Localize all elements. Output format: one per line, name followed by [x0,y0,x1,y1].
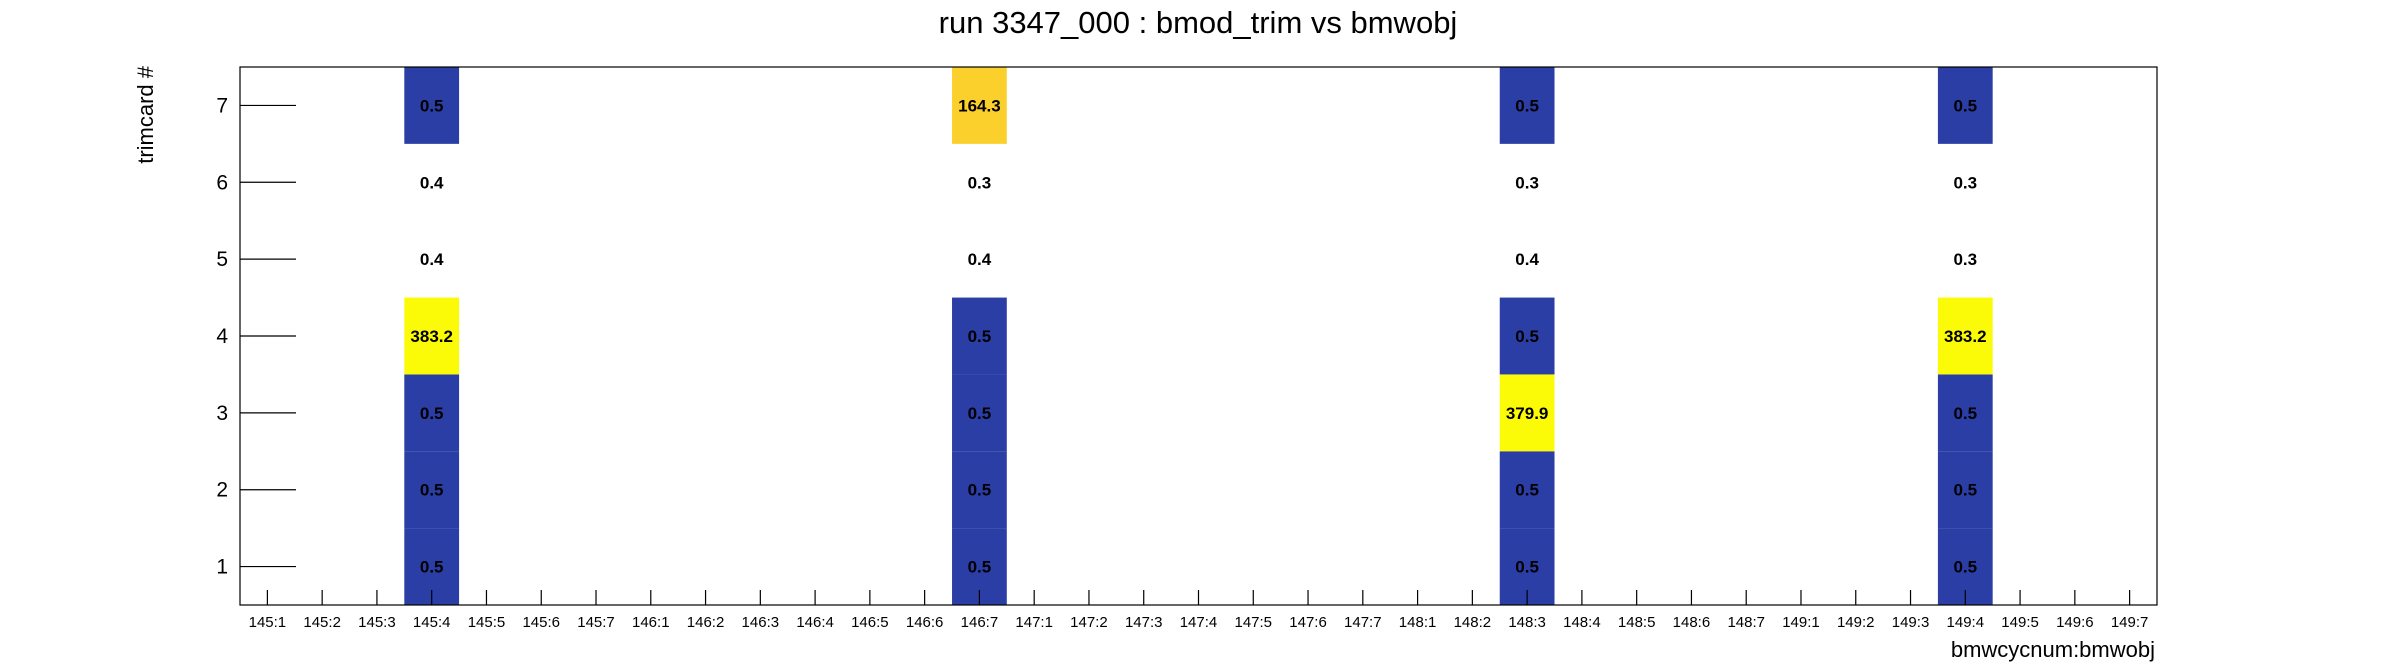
heatmap-cell [404,451,460,529]
cell-value-label: 0.4 [968,250,992,269]
cell-value-label: 0.4 [420,250,444,269]
y-tick-label: 2 [216,479,228,502]
x-tick-label: 147:6 [1289,614,1327,631]
cell-value-label: 0.5 [1515,481,1539,500]
cell-value-label: 0.5 [1515,558,1539,577]
x-tick-label: 146:6 [906,614,944,631]
cell-value-label: 0.5 [968,481,992,500]
x-tick-label: 146:2 [687,614,725,631]
cell-value-label: 0.5 [1953,96,1977,115]
cell-value-label: 0.4 [1515,250,1539,269]
heatmap-cell [1937,451,1993,529]
axes-layer: 1 2 3 4 5 6 7 145:1 145:2 145:3 145:4 145:5 145:6 145… [216,66,2158,631]
cell-value-label: 379.9 [1506,404,1549,423]
x-tick-label: 149:5 [2001,614,2039,631]
heatmap-cell [404,297,460,375]
x-tick-label: 145:7 [577,614,615,631]
cells-layer [404,67,1993,605]
heatmap-cell [1937,374,1993,452]
plot-frame [239,66,2158,606]
cell-value-label: 0.4 [420,173,444,192]
x-tick-label: 148:6 [1673,614,1711,631]
cell-value-label: 0.5 [1953,404,1977,423]
cell-value-label: 0.3 [968,173,992,192]
x-tick-label: 149:7 [2111,614,2149,631]
cell-value-label: 0.5 [968,558,992,577]
y-tick-label: 1 [216,556,228,579]
cell-value-label: 0.5 [1515,327,1539,346]
x-tick-label: 149:2 [1837,614,1875,631]
x-tick-label: 147:5 [1234,614,1272,631]
y-axis-label: trimcard # [133,65,158,164]
cell-value-label: 0.5 [1953,481,1977,500]
x-tick-label: 148:7 [1727,614,1765,631]
cell-labels-layer: 0.5 0.5 0.5 383.2 0.4 0.4 0.5 0.5 0.5 0.5 0.5 0.4 0.… [410,96,1986,576]
cell-value-label: 0.5 [968,404,992,423]
x-tick-label: 145:4 [413,614,451,631]
x-tick-label: 147:2 [1070,614,1108,631]
x-tick-label: 147:4 [1180,614,1218,631]
cell-value-label: 0.5 [420,96,444,115]
heatmap-cell [404,374,460,452]
x-tick-label: 145:5 [468,614,506,631]
x-tick-label: 148:2 [1454,614,1492,631]
heatmap-cell [404,67,460,144]
x-tick-label: 147:1 [1015,614,1053,631]
cell-value-label: 0.5 [1515,96,1539,115]
cell-value-label: 0.3 [1515,173,1539,192]
cell-value-label: 164.3 [958,96,1001,115]
x-tick-label: 148:5 [1618,614,1656,631]
y-tick-label: 4 [216,325,228,348]
cell-value-label: 383.2 [410,327,453,346]
x-tick-label: 145:2 [303,614,341,631]
heatmap-cell [1499,374,1555,452]
heatmap-cell [1937,67,1993,144]
x-tick-label: 146:3 [742,614,780,631]
x-tick-label: 148:4 [1563,614,1601,631]
x-tick-label: 149:4 [1947,614,1985,631]
y-tick-label: 7 [216,94,228,117]
cell-value-label: 0.3 [1953,173,1977,192]
y-tick-label: 3 [216,402,228,425]
cell-value-label: 0.5 [420,481,444,500]
x-tick-label: 148:1 [1399,614,1437,631]
heatmap-cell [952,297,1007,375]
cell-value-label: 0.5 [420,404,444,423]
x-tick-label: 147:3 [1125,614,1163,631]
x-tick-label: 146:5 [851,614,889,631]
y-tick-label: 5 [216,248,228,271]
x-tick-label: 145:6 [522,614,560,631]
heatmap-cell [952,67,1007,144]
heatmap-cell [1499,297,1555,375]
cell-value-label: 0.5 [1953,558,1977,577]
x-tick-label: 149:1 [1782,614,1820,631]
heatmap-cell [1499,451,1555,529]
x-axis-label: bmwcycnum:bmwobj [1951,637,2155,662]
heatmap-cell [1937,297,1993,375]
cell-value-label: 383.2 [1944,327,1987,346]
cell-value-label: 0.3 [1953,250,1977,269]
heatmap-cell [952,374,1007,452]
x-tick-label: 146:4 [796,614,834,631]
x-tick-label: 149:3 [1892,614,1930,631]
x-tick-label: 145:3 [358,614,396,631]
x-tick-label: 145:1 [249,614,287,631]
chart-title: run 3347_000 : bmod_trim vs bmwobj [939,5,1458,40]
x-tick-label: 146:1 [632,614,670,631]
heatmap-cell [952,451,1007,529]
heatmap-cell [1499,67,1555,144]
x-tick-label: 149:6 [2056,614,2094,631]
cell-value-label: 0.5 [420,558,444,577]
y-tick-label: 6 [216,171,228,194]
x-tick-label: 146:7 [961,614,999,631]
cell-value-label: 0.5 [968,327,992,346]
x-tick-label: 147:7 [1344,614,1382,631]
x-tick-label: 148:3 [1508,614,1546,631]
